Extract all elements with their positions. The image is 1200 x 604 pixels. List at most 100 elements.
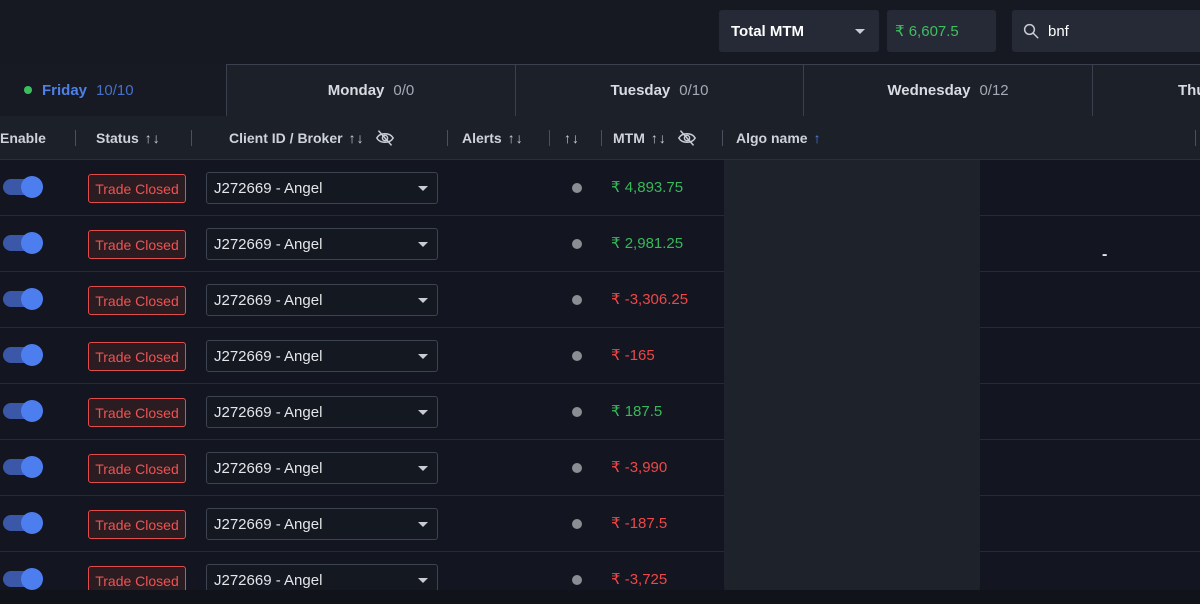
column-divider (1195, 130, 1196, 146)
toggle-knob (21, 344, 43, 366)
broker-select-value: J272669 - Angel (214, 403, 323, 421)
broker-select[interactable]: J272669 - Angel (206, 284, 438, 316)
chevron-down-icon (418, 410, 428, 415)
status-badge: Trade Closed (88, 566, 186, 590)
mtm-type-select[interactable]: Total MTM (719, 10, 879, 52)
enable-toggle[interactable] (3, 568, 43, 590)
column-algo-name-label: Algo name (736, 130, 808, 146)
sort-arrows-icon[interactable]: ↑↓ (507, 130, 524, 146)
mtm-value: ₹ -3,990 (611, 459, 668, 476)
sort-up-icon[interactable]: ↑ (813, 130, 822, 146)
broker-select[interactable]: J272669 - Angel (206, 452, 438, 484)
column-enable: Enable (0, 116, 46, 160)
chevron-down-icon (418, 522, 428, 527)
alert-status-dot-icon (572, 183, 582, 193)
search-icon (1023, 23, 1039, 39)
table-row: Trade Closed J272669 - Angel ₹ 2,981.25 (0, 216, 1200, 272)
broker-select-value: J272669 - Angel (214, 571, 323, 589)
alert-status-dot-icon (572, 295, 582, 305)
search-box[interactable] (1012, 10, 1200, 52)
tab-day-label: Friday (42, 81, 88, 99)
broker-select[interactable]: J272669 - Angel (206, 396, 438, 428)
tab-tuesday[interactable]: Tuesday 0/10 (515, 64, 804, 116)
tab-friday[interactable]: Friday 10/10 (0, 64, 226, 116)
broker-select-value: J272669 - Angel (214, 515, 323, 533)
status-badge: Trade Closed (88, 510, 186, 539)
status-badge: Trade Closed (88, 454, 186, 483)
column-client-broker[interactable]: Client ID / Broker ↑↓ (229, 116, 395, 160)
chevron-down-icon (418, 354, 428, 359)
tab-count: 0/10 (679, 82, 709, 99)
column-alerts[interactable]: Alerts ↑↓ (462, 116, 524, 160)
toggle-knob (21, 512, 43, 534)
column-alerts-label: Alerts (462, 130, 502, 146)
eye-off-icon[interactable] (677, 129, 697, 147)
tab-day-label: Thu (1178, 82, 1200, 99)
redacted-area (724, 160, 980, 216)
chevron-down-icon (418, 578, 428, 583)
enable-toggle[interactable] (3, 512, 43, 534)
enable-toggle[interactable] (3, 288, 43, 310)
toggle-knob (21, 232, 43, 254)
enable-toggle[interactable] (3, 344, 43, 366)
alert-status-dot-icon (572, 351, 582, 361)
column-mtm-label: MTM (613, 130, 645, 146)
placeholder-dash: - (1102, 246, 1108, 263)
eye-off-icon[interactable] (375, 129, 395, 147)
tab-count: 10/10 (96, 81, 134, 99)
chevron-down-icon (418, 242, 428, 247)
chevron-down-icon (418, 186, 428, 191)
tab-day-label: Monday (327, 82, 385, 99)
column-divider (601, 130, 602, 146)
enable-toggle[interactable] (3, 176, 43, 198)
mtm-value: ₹ -3,306.25 (611, 291, 689, 308)
search-input[interactable] (1048, 22, 1198, 40)
tab-monday[interactable]: Monday 0/0 (226, 64, 516, 116)
column-unnamed[interactable]: ↑↓ (558, 116, 580, 160)
column-algo-name[interactable]: Algo name ↑ (736, 116, 822, 160)
sort-arrows-icon[interactable]: ↑↓ (650, 130, 667, 146)
day-tabs: Friday 10/10 Monday 0/0 Tuesday 0/10 Wed… (0, 64, 1200, 116)
tab-count: 0/0 (393, 82, 415, 99)
toggle-knob (21, 176, 43, 198)
tab-wednesday[interactable]: Wednesday 0/12 (803, 64, 1093, 116)
sort-arrows-icon[interactable]: ↑↓ (144, 130, 161, 146)
mtm-value: ₹ 187.5 (611, 403, 663, 420)
mtm-type-label: Total MTM (731, 22, 805, 40)
broker-select[interactable]: J272669 - Angel (206, 340, 438, 372)
sort-arrows-icon[interactable]: ↑↓ (348, 130, 365, 146)
broker-select-value: J272669 - Angel (214, 459, 323, 477)
status-badge: Trade Closed (88, 342, 186, 371)
enable-toggle[interactable] (3, 400, 43, 422)
table-row: Trade Closed J272669 - Angel ₹ 187.5 (0, 384, 1200, 440)
chevron-down-icon (418, 298, 428, 303)
enable-toggle[interactable] (3, 232, 43, 254)
sort-arrows-icon[interactable]: ↑↓ (564, 130, 580, 146)
active-status-dot-icon (24, 86, 32, 94)
enable-toggle[interactable] (3, 456, 43, 478)
mtm-value: ₹ -187.5 (611, 515, 668, 532)
alert-status-dot-icon (572, 239, 582, 249)
horizontal-scrollbar[interactable] (0, 590, 1200, 604)
column-mtm[interactable]: MTM ↑↓ (613, 116, 697, 160)
column-enable-label: Enable (0, 130, 46, 146)
status-badge: Trade Closed (88, 230, 186, 259)
column-status[interactable]: Status ↑↓ (96, 116, 161, 160)
alert-status-dot-icon (572, 463, 582, 473)
mtm-value: ₹ -3,725 (611, 571, 668, 588)
table-row: Trade Closed J272669 - Angel ₹ 4,893.75 (0, 160, 1200, 216)
broker-select[interactable]: J272669 - Angel (206, 564, 438, 590)
column-divider (75, 130, 76, 146)
broker-select[interactable]: J272669 - Angel (206, 228, 438, 260)
mtm-value: ₹ -165 (611, 347, 655, 364)
column-divider (549, 130, 550, 146)
tab-thursday[interactable]: Thu (1092, 64, 1200, 116)
broker-select[interactable]: J272669 - Angel (206, 508, 438, 540)
table-row: Trade Closed J272669 - Angel ₹ -165 (0, 328, 1200, 384)
alert-status-dot-icon (572, 519, 582, 529)
status-badge: Trade Closed (88, 174, 186, 203)
chevron-down-icon (855, 29, 865, 34)
tab-day-label: Wednesday (887, 82, 971, 99)
toggle-knob (21, 288, 43, 310)
broker-select[interactable]: J272669 - Angel (206, 172, 438, 204)
